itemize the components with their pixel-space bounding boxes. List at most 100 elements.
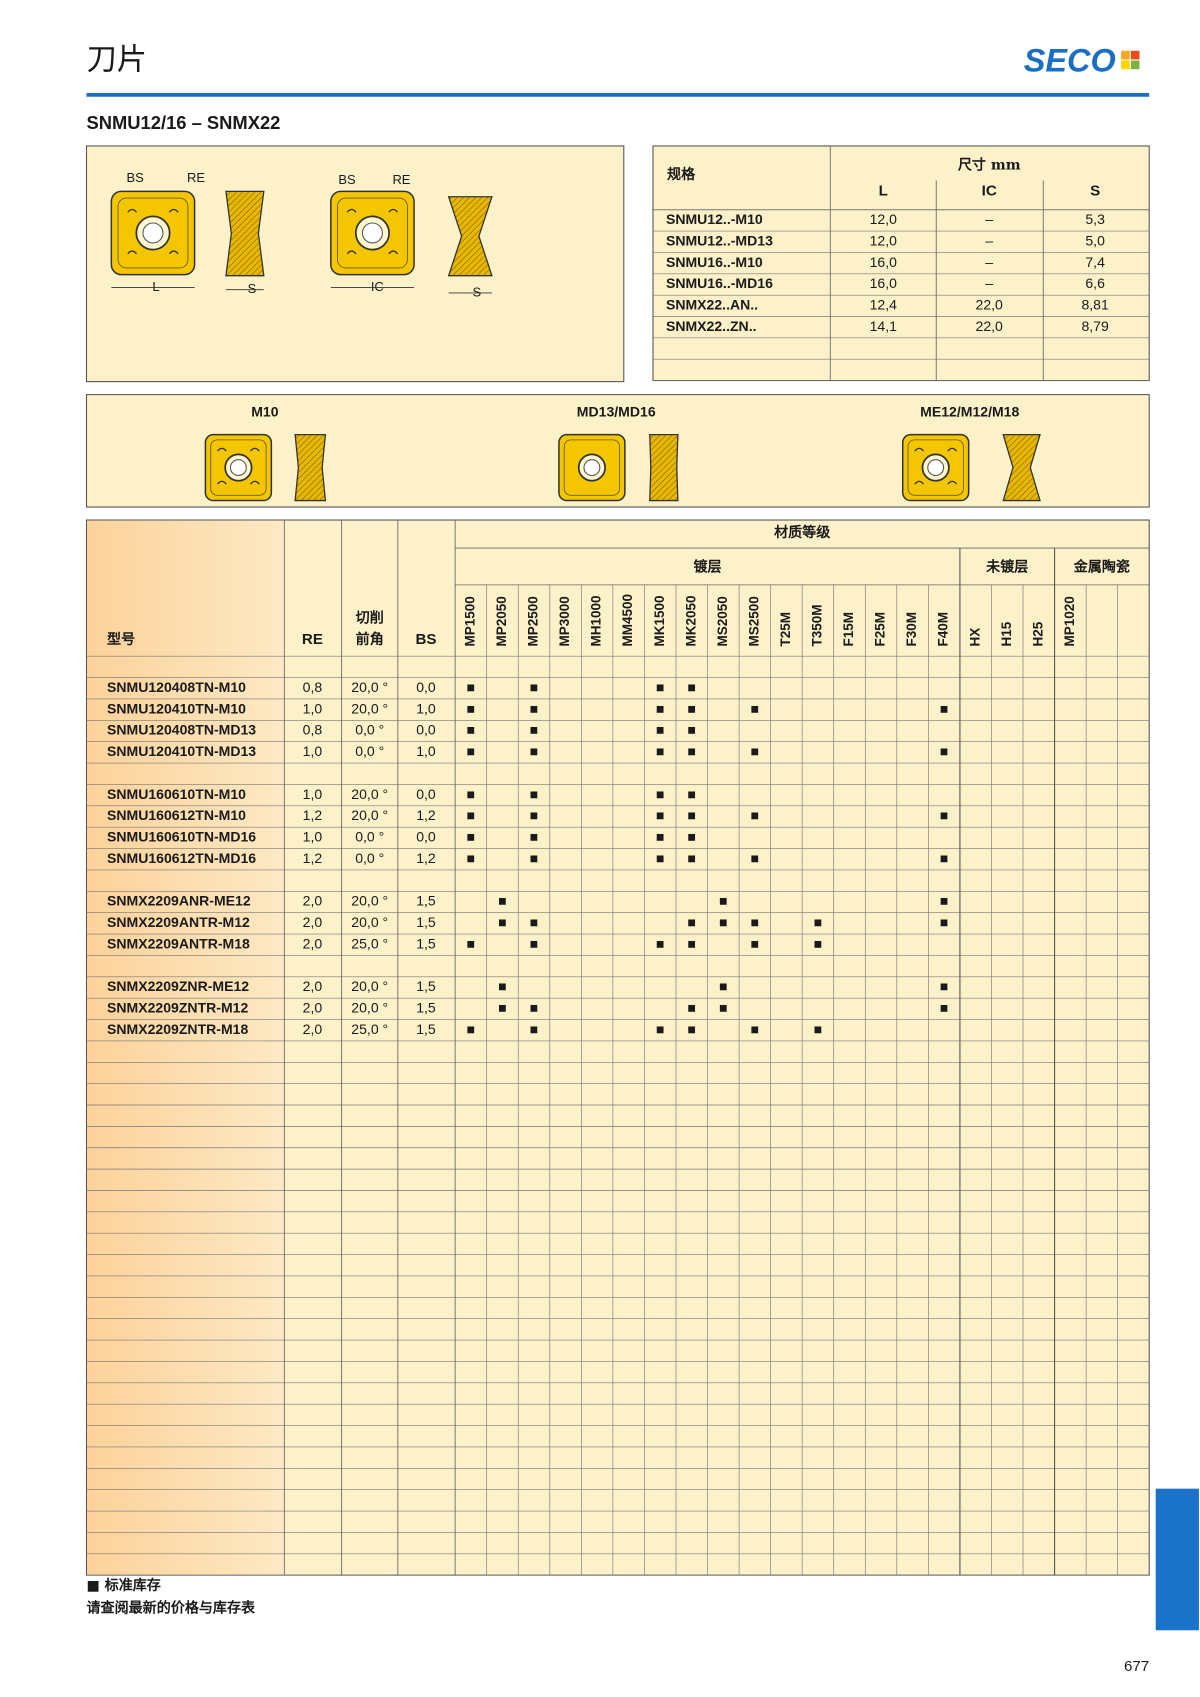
chipbreaker [914,447,925,452]
bs-value: 1,2 [416,850,436,866]
grade-name: MP3000 [557,596,572,646]
insert-hole-inner [361,222,383,244]
stock-mark: ■ [719,914,727,930]
chipbreaker [947,480,958,485]
stock-mark: ■ [530,935,538,951]
grade-group: 镀层 [693,559,721,576]
stock-mark: ■ [530,786,538,802]
bs-value: 1,5 [416,1021,436,1037]
grade-name: H15 [999,621,1014,646]
variant-label: M10 [251,404,279,420]
angle-value: 0,0 ° [355,743,384,759]
stock-mark: ■ [530,850,538,866]
brand-logo: SECO [1024,42,1116,78]
dimension-value: – [985,254,993,270]
stock-mark: ■ [467,700,475,716]
stock-mark: ■ [688,1000,696,1016]
spec-name: SNMU12..-M10 [666,211,763,227]
insert-side [649,433,679,502]
grade-name: MH1000 [589,595,604,646]
stock-mark: ■ [688,722,696,738]
bs-value: 1,5 [416,978,436,994]
dimension-value: 14,1 [870,318,898,334]
grade-name: F40M [936,612,951,647]
dimension-value: 8,79 [1081,318,1109,334]
grade-name: T25M [778,612,793,647]
chipbreaker [250,480,260,485]
stock-mark: ■ [688,914,696,930]
stock-mark: ■ [656,722,664,738]
stock-mark: ■ [467,850,475,866]
model-code: SNMU160612TN-MD16 [107,850,256,866]
stock-mark: ■ [656,935,664,951]
stock-mark: ■ [940,893,948,909]
bs-header: BS [415,631,436,648]
dimension-value: 5,3 [1085,211,1105,227]
stock-mark: ■ [467,829,475,845]
re-value: 2,0 [303,978,323,994]
dimension-value: 22,0 [976,297,1004,313]
insert-side [1002,433,1041,502]
insert-edge [563,439,621,496]
model-code: SNMU120410TN-MD13 [107,743,256,759]
angle-header: 切削 [356,609,384,626]
chipbreaker [346,250,357,255]
stock-mark: ■ [656,850,664,866]
re-value: 2,0 [303,1000,323,1016]
re-value: 2,0 [303,1021,323,1037]
dimension-label: IC [371,279,384,294]
stock-mark: ■ [467,807,475,823]
stock-mark: ■ [467,722,475,738]
stock-mark: ■ [530,914,538,930]
chipbreaker [346,208,357,213]
bs-value: 1,5 [416,893,436,909]
stock-mark: ■ [688,700,696,716]
dimension-value: – [985,232,993,248]
note: 请查阅最新的价格与库存表 [86,1600,256,1617]
angle-value: 0,0 ° [355,850,384,866]
chipbreaker [914,480,925,485]
stock-mark: ■ [656,829,664,845]
model-code: SNMU160612TN-M10 [107,807,246,823]
spec-header: 规格 [667,166,696,183]
insert-edge [210,439,267,496]
grade-group: 未镀层 [985,559,1028,576]
stock-mark: ■ [530,1021,538,1037]
stock-mark: ■ [940,978,948,994]
model-code: SNMX2209ANR-ME12 [107,893,251,909]
spec-name: SNMX22..ZN.. [666,318,757,334]
chipbreaker [127,250,137,255]
re-value: 1,0 [303,786,323,802]
stock-mark: ■ [656,786,664,802]
model-code: SNMX2209ZNTR-M18 [107,1021,248,1037]
dimension-value: 7,4 [1085,254,1105,270]
stock-mark: ■ [688,850,696,866]
insert-hole-inner [583,459,601,477]
re-value: 0,8 [303,679,323,695]
stock-mark: ■ [530,700,538,716]
chipbreaker [388,250,399,255]
bs-value: 1,0 [416,700,436,716]
dimension-label: RE [187,170,205,185]
model-code: SNMU120408TN-MD13 [107,722,256,738]
stock-mark: ■ [940,807,948,823]
bs-value: 1,5 [416,914,436,930]
stock-mark: ■ [751,1021,759,1037]
variant-label: MD13/MD16 [577,404,656,420]
re-value: 2,0 [303,935,323,951]
stock-mark: ■ [498,914,506,930]
bs-value: 1,5 [416,935,436,951]
chipbreaker [217,447,227,452]
re-value: 1,2 [303,807,323,823]
stock-mark: ■ [719,893,727,909]
legend: ■ 标准库存 [86,1577,160,1594]
dimension-value: 16,0 [870,275,898,291]
stock-mark: ■ [656,743,664,759]
stock-mark: ■ [940,850,948,866]
stock-mark: ■ [530,1000,538,1016]
stock-mark: ■ [751,743,759,759]
spec-name: SNMX22..AN.. [666,297,758,313]
grade-name: MS2500 [746,596,761,646]
re-header: RE [302,631,323,648]
